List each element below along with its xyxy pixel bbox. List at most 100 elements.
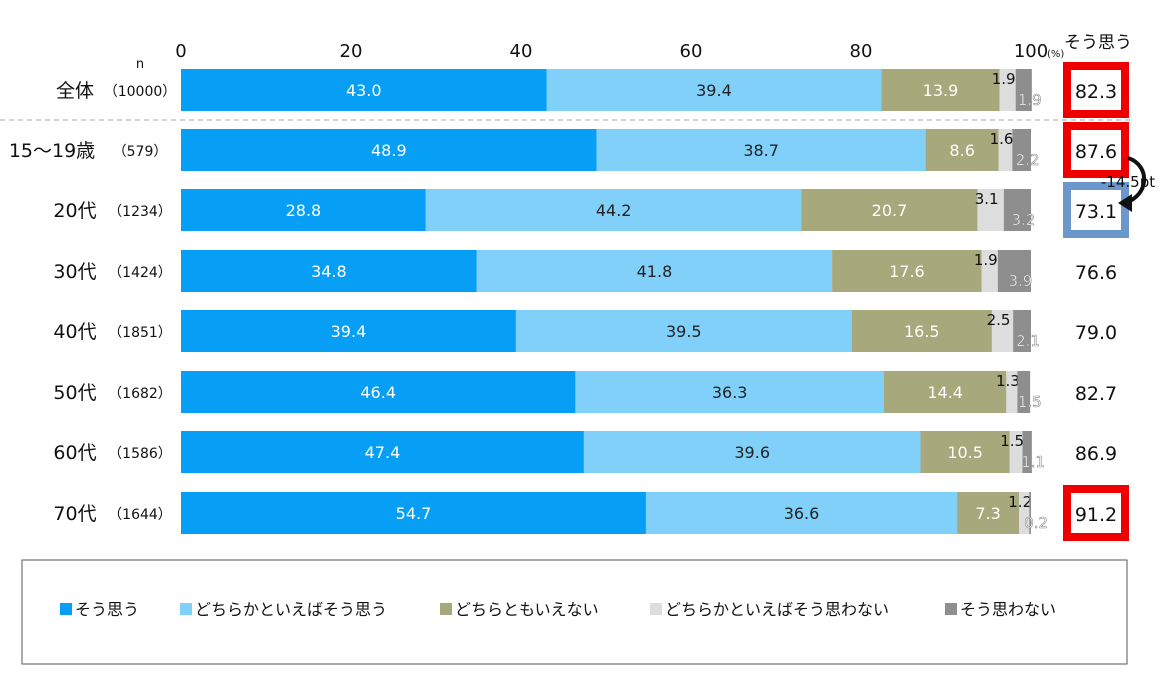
legend-box (21, 559, 1128, 665)
data-label: 14.4 (927, 383, 963, 402)
data-label: 1.9 (992, 70, 1016, 88)
data-label: 1.9 (974, 251, 998, 269)
bar-segment (645, 492, 958, 534)
data-label: 2.5 (987, 311, 1011, 329)
category-label: 15～19歳 (9, 140, 95, 162)
bar-segment (425, 189, 802, 231)
data-label: 13.9 (923, 81, 959, 100)
category-label: 20代 (53, 200, 96, 222)
data-label: 3.2 (1011, 211, 1035, 229)
data-label: 0.2 (1024, 514, 1048, 532)
category-label: 50代 (53, 382, 96, 404)
bar-segment (596, 129, 926, 171)
data-label: 1.3 (996, 372, 1020, 390)
data-label: 47.4 (365, 443, 401, 462)
data-label: 7.3 (975, 504, 1000, 523)
bar-segment (1017, 371, 1031, 413)
category-label: 40代 (53, 321, 96, 343)
bar-segment (925, 129, 999, 171)
bar-segment (476, 250, 833, 292)
category-n: （579） (113, 144, 168, 160)
data-label: 46.4 (360, 383, 396, 402)
category-n: （10000） (104, 84, 177, 100)
bar-segment (851, 310, 992, 352)
bar-segment (181, 310, 516, 352)
x-tick-label: 0 (175, 41, 186, 62)
legend-swatch (60, 603, 72, 615)
bar-segment (1015, 69, 1032, 111)
data-label: 3.1 (975, 190, 999, 208)
bar-segment (997, 250, 1031, 292)
category-label: 30代 (53, 261, 96, 283)
x-unit-label: (%) (1047, 49, 1064, 60)
bar-segment (920, 431, 1010, 473)
bar-segment (1003, 189, 1031, 231)
bar-segment (991, 310, 1014, 352)
data-label: 1.1 (1021, 453, 1045, 471)
bar-segment (881, 69, 1000, 111)
category-n: （1234） (108, 204, 172, 220)
summary-value: 87.6 (1075, 141, 1117, 163)
data-label: 44.2 (596, 201, 632, 220)
category-n: （1424） (108, 265, 172, 281)
data-label: 8.6 (949, 141, 974, 160)
summary-highlight-box (1063, 62, 1129, 118)
summary-value: 86.9 (1075, 443, 1117, 465)
bar-segment (181, 431, 584, 473)
data-label: 10.5 (947, 443, 983, 462)
bar-segment (181, 250, 477, 292)
data-label: 39.4 (696, 81, 732, 100)
legend-label: そう思う (75, 600, 139, 619)
data-label: 34.8 (311, 262, 347, 281)
bar-segment (1022, 431, 1032, 473)
bar-segment (1013, 310, 1031, 352)
summary-value: 82.7 (1075, 383, 1117, 405)
bar-segment (181, 492, 646, 534)
data-label: 36.3 (712, 383, 748, 402)
data-label: 28.8 (286, 201, 322, 220)
arrow-head (1118, 194, 1132, 212)
bar-segment (1029, 492, 1031, 534)
data-label: 36.6 (784, 504, 820, 523)
summary-value: 79.0 (1075, 322, 1117, 344)
summary-value: 82.3 (1075, 81, 1117, 103)
data-label: 1.6 (990, 130, 1014, 148)
x-tick-label: 20 (340, 41, 363, 62)
data-label: 1.5 (1018, 393, 1042, 411)
data-label: 2.2 (1016, 151, 1040, 169)
summary-highlight-box (1063, 182, 1129, 238)
bar-segment (181, 129, 597, 171)
x-tick-label: 100 (1014, 41, 1048, 62)
legend-label: どちらともいえない (455, 600, 599, 619)
data-label: 54.7 (396, 504, 432, 523)
data-label: 48.9 (371, 141, 407, 160)
bar-segment (1006, 371, 1018, 413)
data-label: 39.6 (734, 443, 770, 462)
category-n: （1851） (108, 325, 172, 341)
category-n: （1682） (108, 386, 172, 402)
n-header: n (136, 57, 144, 72)
bar-segment (583, 431, 921, 473)
bar-segment (832, 250, 982, 292)
bar-segment (1012, 129, 1031, 171)
bar-segment (575, 371, 884, 413)
legend-label: どちらかといえばそう思う (195, 600, 387, 619)
x-tick-label: 80 (850, 41, 873, 62)
bar-segment (546, 69, 882, 111)
summary-highlight-box (1063, 122, 1129, 178)
legend-label: どちらかといえばそう思わない (665, 600, 889, 619)
legend-swatch (650, 603, 662, 615)
data-label: 39.5 (666, 322, 702, 341)
data-label: 39.4 (331, 322, 367, 341)
data-label: 1.9 (1018, 91, 1042, 109)
bar-segment (999, 69, 1016, 111)
x-tick-label: 60 (680, 41, 703, 62)
legend-swatch (945, 603, 957, 615)
bar-segment (957, 492, 1020, 534)
bar-segment (801, 189, 978, 231)
category-n: （1586） (108, 446, 172, 462)
bar-segment (981, 250, 998, 292)
legend-swatch (180, 603, 192, 615)
